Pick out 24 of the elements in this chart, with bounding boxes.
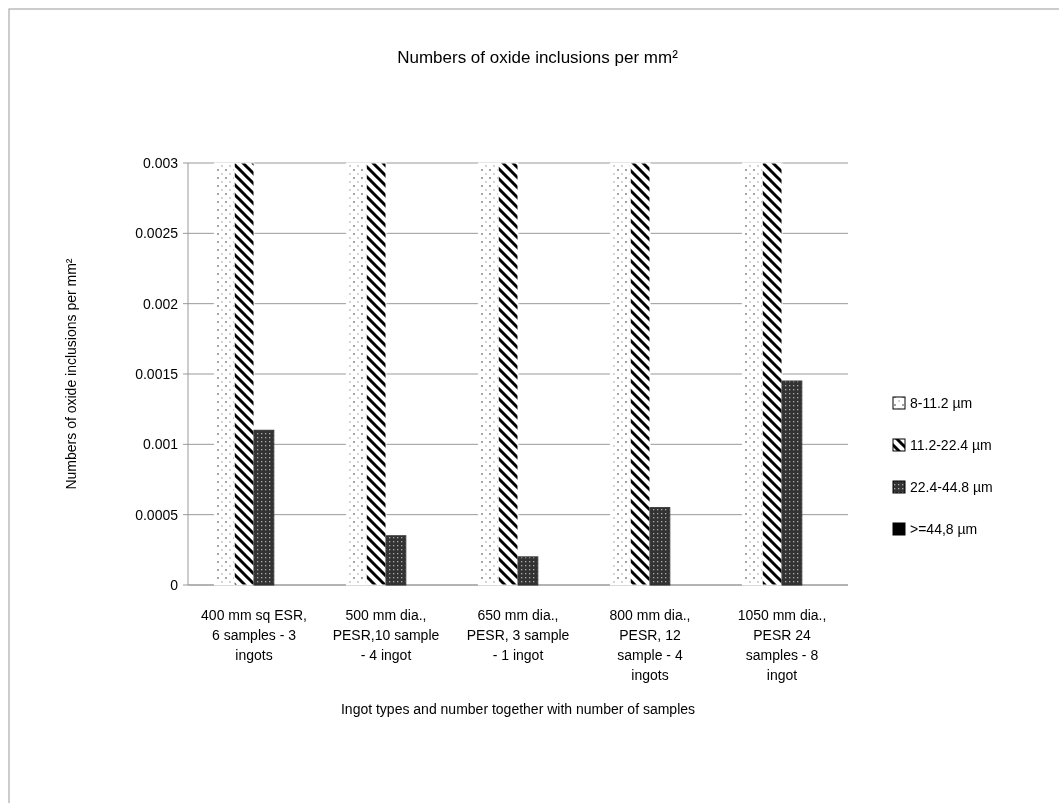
y-tick-label: 0.001 [142, 436, 179, 453]
y-tick-label: 0.0025 [135, 225, 179, 242]
legend-label: 8-11.2 µm [910, 394, 973, 411]
bar [253, 429, 275, 586]
y-tick-label: 0.0015 [135, 365, 179, 382]
y-tick-label: 0.003 [142, 154, 179, 171]
x-tick-label: 500 mm dia., PESR,10 sample - 4 ingot [332, 607, 440, 663]
x-axis-title: Ingot types and number together with number of samples [340, 701, 696, 717]
x-tick-label: 400 mm sq ESR, 6 samples - 3 ingots [201, 607, 307, 663]
x-tick-label: 800 mm dia., PESR, 12 sample - 4 ingots [609, 607, 691, 683]
legend-label: 22.4-44.8 µm [910, 478, 993, 495]
y-axis-title: Numbers of oxide inclusions per mm² [63, 258, 79, 490]
chart-title: Numbers of oxide inclusions per mm² [397, 48, 679, 67]
y-tick-label: 0 [170, 576, 179, 593]
y-tick-label: 0.002 [142, 295, 179, 312]
x-tick-label: 1050 mm dia., PESR 24 samples - 8 ingot [737, 607, 827, 683]
bar [781, 380, 803, 586]
bar [385, 535, 407, 586]
bar [517, 556, 539, 586]
legend-label: 11.2-22.4 µm [910, 436, 992, 453]
bar [649, 507, 671, 586]
y-tick-label: 0.0005 [135, 506, 179, 523]
legend-label: >=44,8 µm [910, 520, 978, 537]
x-tick-label: 650 mm dia., PESR, 3 sample - 1 ingot [466, 607, 570, 663]
